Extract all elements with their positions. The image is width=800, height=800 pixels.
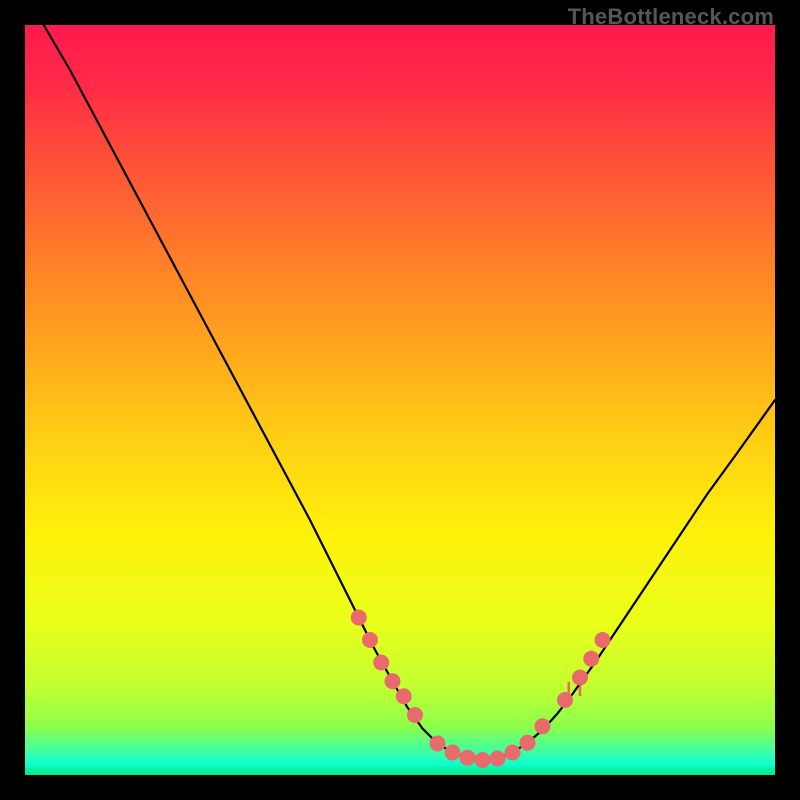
curve-marker (535, 718, 551, 734)
curve-marker (445, 745, 461, 761)
curve-marker (362, 632, 378, 648)
curve-marker (520, 735, 536, 751)
curve-marker (351, 610, 367, 626)
curve-marker (430, 736, 446, 752)
gradient-background (25, 25, 775, 775)
curve-marker (475, 752, 491, 768)
curve-marker (460, 750, 476, 766)
curve-marker (385, 673, 401, 689)
curve-marker (572, 670, 588, 686)
plot-area (25, 25, 775, 775)
curve-marker (583, 651, 599, 667)
curve-marker (505, 745, 521, 761)
curve-marker (407, 707, 423, 723)
chart-container: TheBottleneck.com (0, 0, 800, 800)
curve-marker (595, 632, 611, 648)
curve-marker (557, 692, 573, 708)
curve-marker (373, 655, 389, 671)
curve-marker (396, 688, 412, 704)
chart-svg (25, 25, 775, 775)
curve-marker (490, 751, 506, 767)
